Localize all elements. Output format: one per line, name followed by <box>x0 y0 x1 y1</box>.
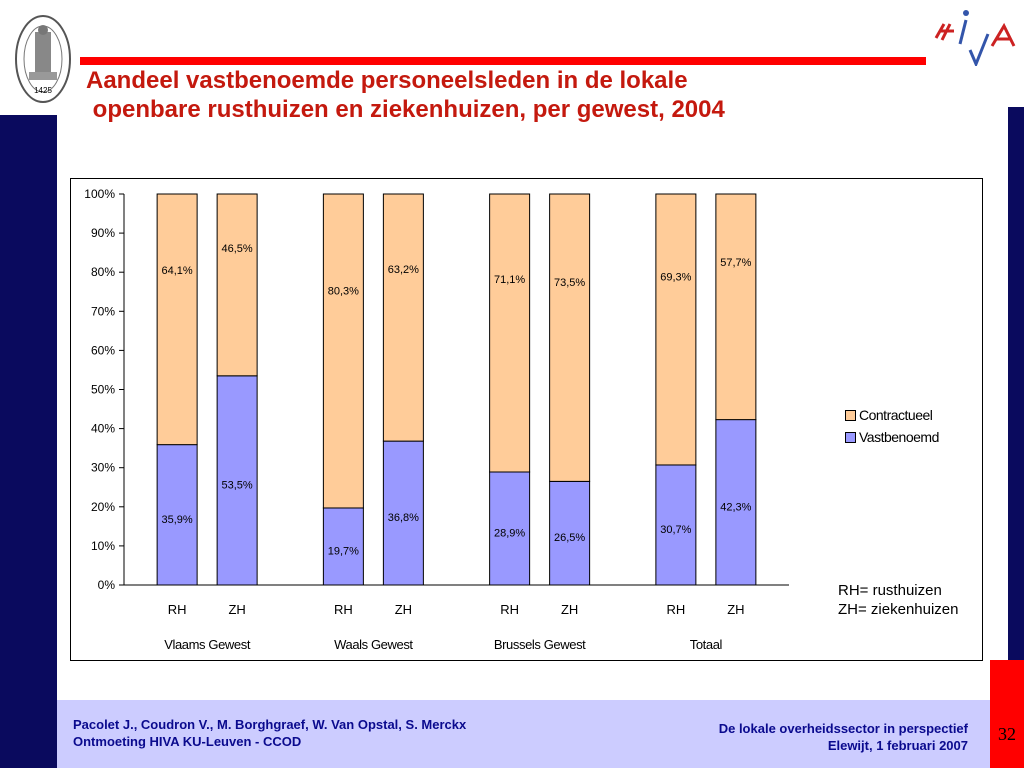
university-seal-icon: 1425 <box>15 15 71 103</box>
bar-contractueel <box>216 193 258 377</box>
legend-swatch-vastbenoemd <box>845 431 856 443</box>
y-tick-label: 80% <box>91 265 115 279</box>
x-tick-label: ZH <box>395 602 412 617</box>
y-tick-label: 0% <box>98 578 116 592</box>
bar-vastbenoemd <box>322 507 364 586</box>
group-label: Waals Gewest <box>334 637 413 652</box>
chart-frame: 0% 10% 20% 30% 40% 50% 60% 70% 80% 90% 100% 35,9% 64… <box>70 178 983 661</box>
bar-vastbenoemd <box>382 440 424 586</box>
footer-topic: De lokale overheidssector in perspectief <box>718 721 968 736</box>
y-tick-label: 100% <box>84 187 115 201</box>
hiva-logo <box>934 10 1016 66</box>
note-zh: ZH= ziekenhuizen <box>838 601 959 618</box>
x-tick-label: RH <box>168 602 187 617</box>
title-rule <box>80 57 926 65</box>
bar-contractueel <box>655 193 697 466</box>
bar-vastbenoemd <box>715 419 757 586</box>
stacked-bar-chart: 0% 10% 20% 30% 40% 50% 60% 70% 80% 90% 100% 35,9% 64… <box>84 187 789 652</box>
bar-vastbenoemd <box>216 375 258 586</box>
data-label: 71,1% <box>494 274 525 286</box>
y-tick-label: 40% <box>91 422 115 436</box>
x-tick-label: RH <box>334 602 353 617</box>
data-label: 57,7% <box>720 257 751 269</box>
footer-event: Ontmoeting HIVA KU-Leuven - CCOD <box>73 734 302 749</box>
abbreviation-note: RH= rusthuizen ZH= ziekenhuizen <box>838 581 958 619</box>
y-tick-label: 90% <box>91 226 115 240</box>
footer-credits: Pacolet J., Coudron V., M. Borghgraef, W… <box>73 716 466 750</box>
page-title: Aandeel vastbenoemde personeelsleden in … <box>86 67 725 123</box>
bar-contractueel <box>382 193 424 442</box>
bar-contractueel <box>322 193 364 509</box>
legend-label-vastbenoemd: Vastbenoemd <box>859 429 939 445</box>
y-tick-label: 60% <box>91 343 115 357</box>
group-label: Vlaams Gewest <box>164 637 251 652</box>
right-decor-bar <box>1008 107 1024 660</box>
legend-item-vastbenoemd: Vastbenoemd <box>845 426 939 448</box>
data-label: 26,5% <box>554 532 585 544</box>
bar-vastbenoemd <box>156 444 198 586</box>
data-label: 28,9% <box>494 528 525 540</box>
y-tick-label: 10% <box>91 539 115 553</box>
x-tick-label: RH <box>500 602 519 617</box>
data-label: 69,3% <box>660 272 691 284</box>
seal-year: 1425 <box>34 86 52 95</box>
footer: Pacolet J., Coudron V., M. Borghgraef, W… <box>57 700 990 768</box>
footer-date: Elewijt, 1 februari 2007 <box>827 738 968 753</box>
bar-vastbenoemd <box>489 471 531 586</box>
y-tick-label: 30% <box>91 461 115 475</box>
y-tick-label: 20% <box>91 500 115 514</box>
data-label: 36,8% <box>388 512 419 524</box>
x-tick-label: ZH <box>228 602 245 617</box>
legend-item-contractueel: Contractueel <box>845 404 939 426</box>
data-label: 35,9% <box>162 514 193 526</box>
y-tick-label: 70% <box>91 304 115 318</box>
data-label: 63,2% <box>388 264 419 276</box>
bar-contractueel <box>549 193 591 482</box>
data-label: 80,3% <box>328 285 359 297</box>
legend-label-contractueel: Contractueel <box>859 407 933 423</box>
footer-authors: Pacolet J., Coudron V., M. Borghgraef, W… <box>73 717 467 732</box>
legend-swatch-contractueel <box>845 409 856 421</box>
data-label: 46,5% <box>222 243 253 255</box>
data-label: 30,7% <box>660 524 691 536</box>
data-label: 42,3% <box>720 501 751 513</box>
x-tick-label: RH <box>666 602 685 617</box>
bar-contractueel <box>489 193 531 473</box>
data-label: 53,5% <box>222 479 253 491</box>
chart-legend: Contractueel Vastbenoemd <box>845 404 939 448</box>
x-tick-label: ZH <box>727 602 744 617</box>
bar-contractueel <box>715 193 757 421</box>
data-label: 73,5% <box>554 277 585 289</box>
data-label: 19,7% <box>328 545 359 557</box>
data-label: 64,1% <box>162 265 193 277</box>
x-tick-label: ZH <box>561 602 578 617</box>
page-number: 32 <box>998 724 1016 744</box>
group-label: Totaal <box>690 637 723 652</box>
y-tick-label: 50% <box>91 383 115 397</box>
group-label: Brussels Gewest <box>494 637 586 652</box>
note-rh: RH= rusthuizen <box>838 582 942 599</box>
footer-context: De lokale overheidssector in perspectief… <box>719 720 968 754</box>
left-decor-bar <box>0 115 57 768</box>
page-number-box: 32 <box>990 660 1024 768</box>
bar-contractueel <box>156 193 198 446</box>
